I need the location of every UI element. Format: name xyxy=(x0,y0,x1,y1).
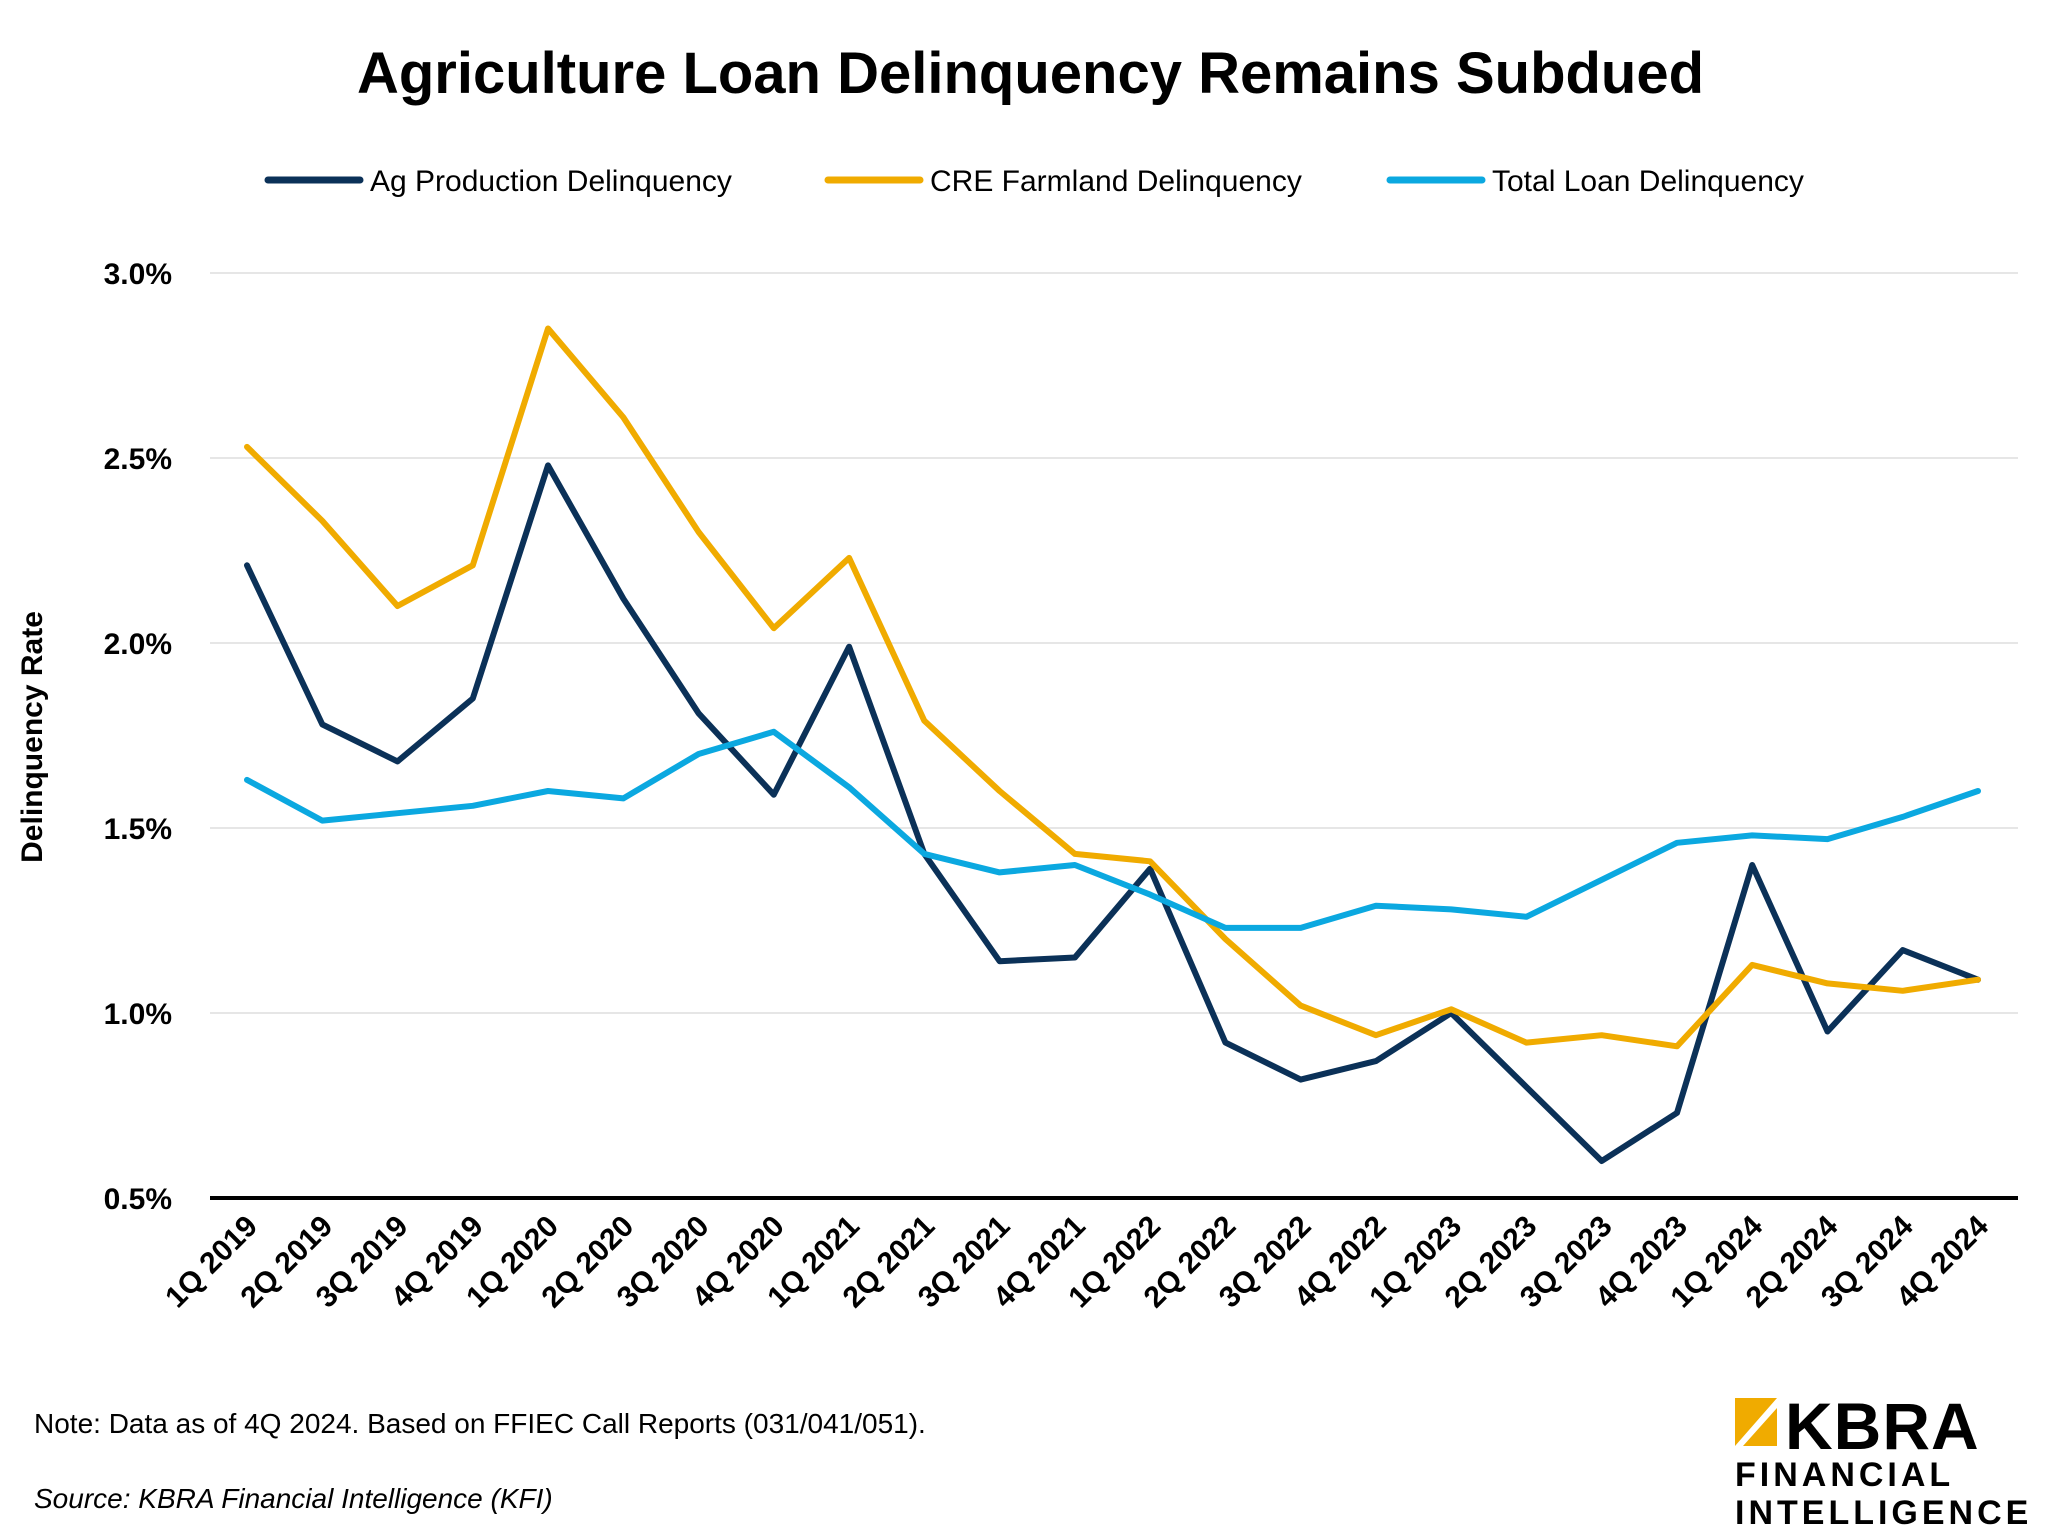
y-tick-label: 3.0% xyxy=(104,258,172,291)
footnote: Note: Data as of 4Q 2024. Based on FFIEC… xyxy=(34,1408,926,1439)
gridlines xyxy=(210,272,2018,1014)
legend-label: Ag Production Delinquency xyxy=(370,165,732,198)
y-tick-label: 2.5% xyxy=(104,443,172,476)
logo-subtitle-2: INTELLIGENCE xyxy=(1735,1494,2033,1532)
y-axis-label: Delinquency Rate xyxy=(16,611,49,863)
y-tick-label: 2.0% xyxy=(104,628,172,661)
kbra-logo: KBRA FINANCIAL INTELLIGENCE xyxy=(1735,1389,2055,1532)
series-line-ag-production-delinquency xyxy=(244,462,1981,1164)
logo-subtitle-1: FINANCIAL xyxy=(1735,1456,1955,1494)
legend: Ag Production Delinquency CRE Farmland De… xyxy=(264,165,1804,198)
y-tick-label: 1.5% xyxy=(104,813,172,846)
series-line-cre-farmland-delinquency xyxy=(244,325,1981,1050)
series-line-total-loan-delinquency xyxy=(244,728,1981,931)
chart-title: Agriculture Loan Delinquency Remains Sub… xyxy=(356,41,1705,106)
kbra-logo-mark-icon xyxy=(1735,1398,1777,1446)
legend-label: Total Loan Delinquency xyxy=(1492,165,1804,198)
y-tick-label: 0.5% xyxy=(104,1183,172,1216)
legend-label: CRE Farmland Delinquency xyxy=(930,165,1302,198)
series-lines xyxy=(244,325,1981,1164)
y-tick-label: 1.0% xyxy=(104,998,172,1031)
logo-name: KBRA xyxy=(1785,1389,1980,1463)
source-note: Source: KBRA Financial Intelligence (KFI… xyxy=(34,1483,553,1514)
